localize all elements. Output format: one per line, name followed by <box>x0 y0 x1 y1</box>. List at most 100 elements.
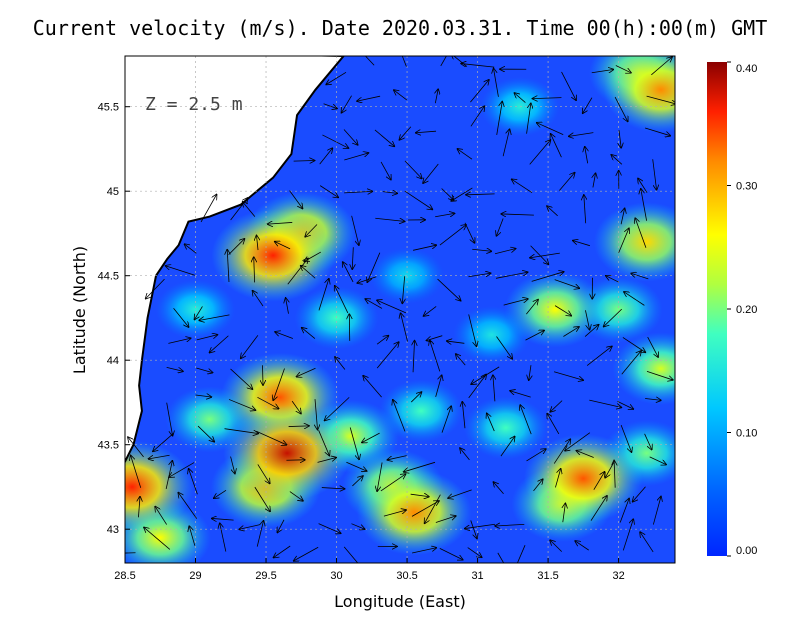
velocity-arrow <box>525 331 544 341</box>
velocity-arrow <box>394 90 407 101</box>
velocity-arrow <box>243 202 256 217</box>
speed-hotspot <box>356 469 472 556</box>
velocity-arrow <box>495 524 525 526</box>
velocity-arrow <box>166 402 173 436</box>
velocity-arrow <box>559 173 574 191</box>
velocity-arrow <box>305 224 318 236</box>
velocity-arrow <box>286 298 289 314</box>
velocity-arrow <box>289 491 303 501</box>
velocity-arrow <box>531 272 564 282</box>
velocity-arrow <box>349 427 359 459</box>
velocity-arrow <box>323 103 337 109</box>
velocity-arrow <box>380 161 391 180</box>
velocity-arrow <box>288 426 309 427</box>
velocity-arrow <box>533 98 562 99</box>
velocity-arrow <box>239 524 260 530</box>
coastline <box>125 56 345 463</box>
velocity-arrow <box>423 163 439 183</box>
land-area <box>125 56 345 463</box>
velocity-arrow <box>651 57 672 76</box>
velocity-arrow <box>351 523 364 529</box>
velocity-arrow <box>254 257 255 283</box>
velocity-arrow <box>363 376 382 398</box>
velocity-arrow <box>131 456 142 488</box>
velocity-arrow <box>325 397 350 420</box>
velocity-arrow <box>468 314 477 346</box>
velocity-arrow <box>585 147 588 164</box>
velocity-arrow <box>547 414 560 435</box>
velocity-arrow <box>467 547 482 558</box>
velocity-arrow <box>169 462 195 477</box>
velocity-arrow <box>153 433 174 452</box>
velocity-arrow <box>146 278 165 298</box>
velocity-arrow <box>304 251 322 261</box>
velocity-arrow <box>537 123 564 135</box>
velocity-arrow <box>376 342 399 369</box>
x-axis-label: Longitude (East) <box>334 592 466 611</box>
velocity-arrow <box>362 432 380 442</box>
velocity-arrow <box>399 126 412 140</box>
velocity-arrow <box>195 306 203 319</box>
velocity-arrow <box>257 236 258 251</box>
velocity-arrow <box>439 548 463 559</box>
velocity-arrow <box>155 507 168 525</box>
velocity-arrow <box>410 392 421 403</box>
speed-hotspot <box>463 396 548 460</box>
velocity-arrow <box>495 272 528 279</box>
speed-hotspot <box>523 433 643 524</box>
velocity-arrow <box>335 357 346 370</box>
velocity-arrow <box>641 189 647 221</box>
velocity-arrow <box>166 366 183 371</box>
velocity-arrow <box>404 160 422 179</box>
velocity-arrow <box>645 398 661 400</box>
velocity-arrow <box>393 400 406 432</box>
velocity-arrow <box>275 242 291 250</box>
speed-hotspot <box>369 247 445 304</box>
velocity-arrow <box>451 187 473 201</box>
velocity-arrow <box>624 292 645 306</box>
velocity-arrow <box>212 518 234 520</box>
velocity-arrow <box>526 449 546 462</box>
velocity-arrow <box>550 400 563 412</box>
velocity-arrow <box>461 64 495 68</box>
velocity-arrow <box>149 454 170 459</box>
velocity-arrow <box>241 335 259 358</box>
velocity-arrow <box>401 313 408 342</box>
velocity-arrow <box>196 367 212 373</box>
velocity-arrow <box>287 259 308 285</box>
y-tick-label: 43 <box>107 524 119 536</box>
velocity-arrow <box>352 247 353 269</box>
velocity-arrow <box>468 273 490 278</box>
velocity-arrow <box>606 276 619 283</box>
velocity-arrow <box>416 131 437 133</box>
velocity-arrow <box>440 56 449 67</box>
velocity-arrow <box>614 461 615 488</box>
velocity-arrow <box>510 391 531 398</box>
velocity-arrow <box>214 489 227 498</box>
velocity-arrow <box>464 222 474 243</box>
x-tick-label: 32 <box>612 570 624 582</box>
velocity-arrow <box>168 338 190 344</box>
velocity-arrow <box>621 351 641 375</box>
velocity-arrow <box>647 336 658 357</box>
velocity-arrow <box>380 474 406 492</box>
velocity-arrow <box>593 472 605 490</box>
velocity-arrow <box>620 425 631 452</box>
velocity-arrow <box>228 399 255 410</box>
velocity-arrow <box>631 273 649 280</box>
velocity-arrow <box>635 218 647 248</box>
velocity-arrow <box>195 395 212 397</box>
velocity-arrow <box>351 215 359 245</box>
velocity-arrow <box>493 482 504 495</box>
velocity-arrow <box>618 228 629 253</box>
velocity-arrow <box>496 336 512 358</box>
velocity-arrow <box>400 56 407 67</box>
x-tick-label: 29 <box>189 570 201 582</box>
speed-hotspot <box>223 405 351 501</box>
velocity-arrow <box>227 250 229 283</box>
velocity-arrow <box>575 541 589 551</box>
velocity-arrow <box>583 97 593 113</box>
velocity-arrow <box>413 245 436 251</box>
velocity-arrow <box>516 545 526 563</box>
velocity-arrow <box>529 140 551 165</box>
